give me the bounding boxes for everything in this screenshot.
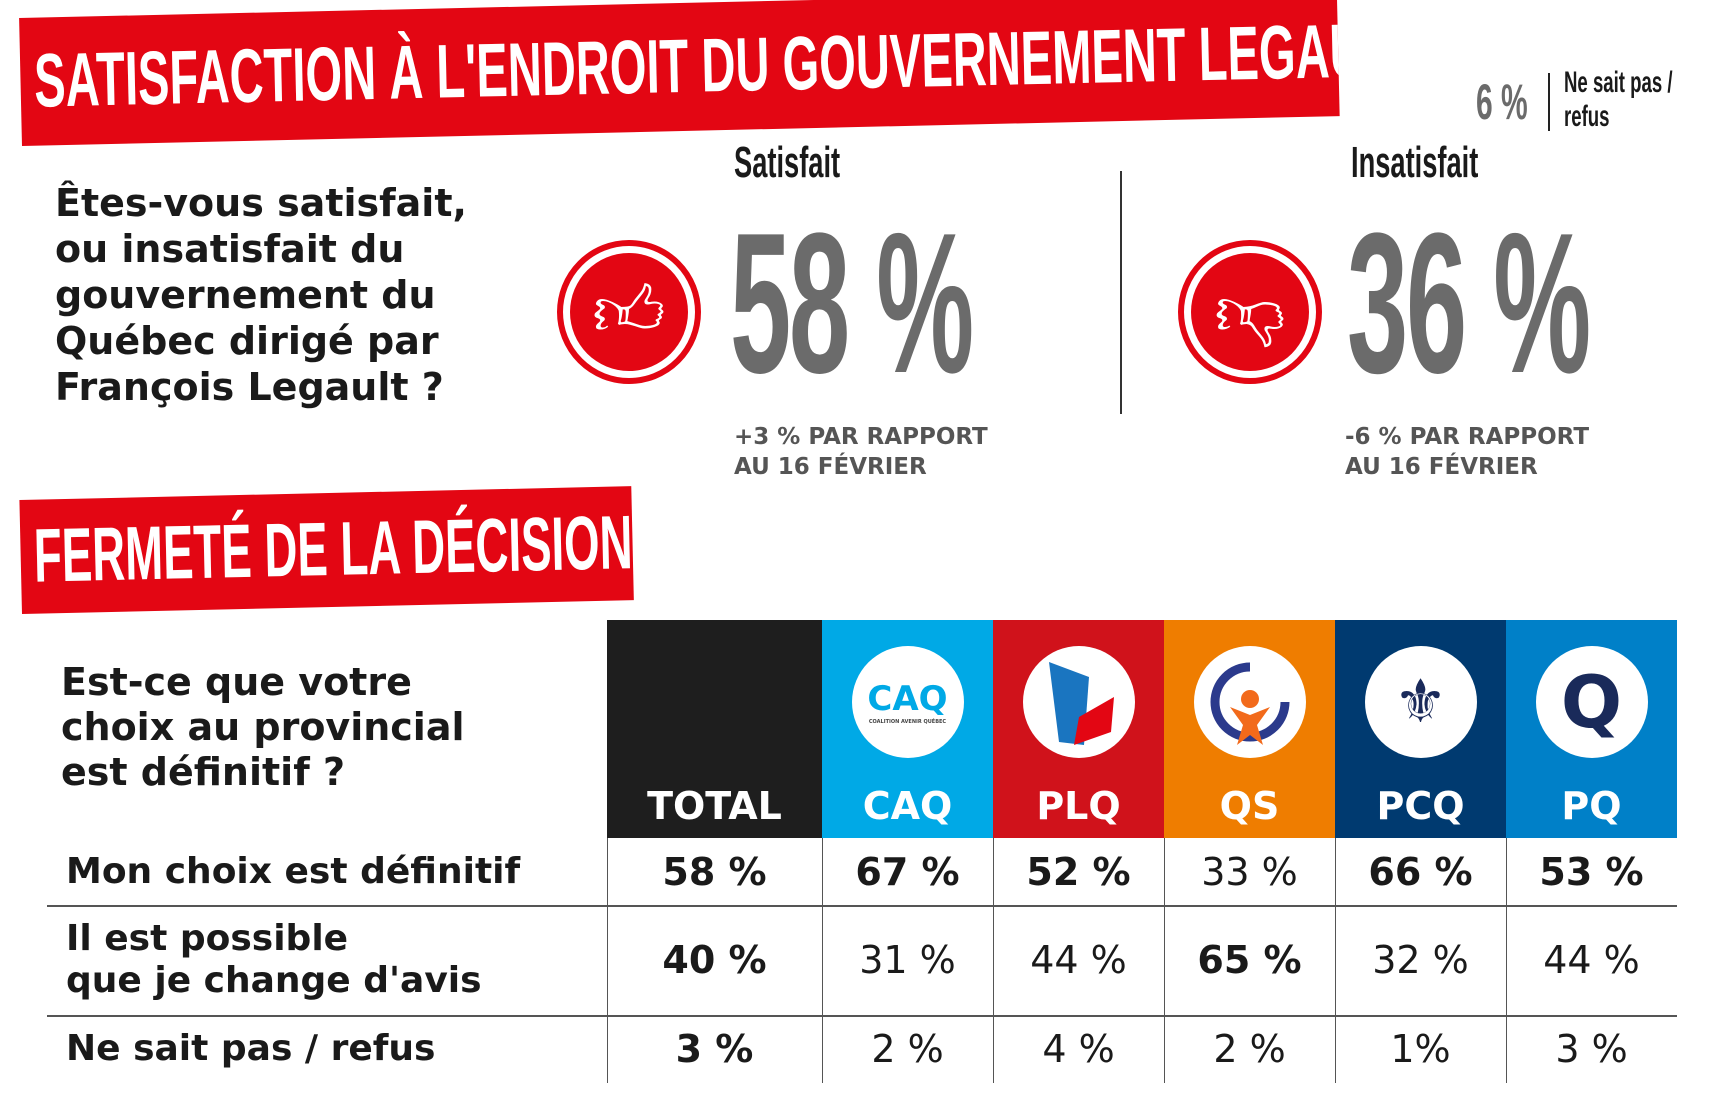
column-label: TOTAL (647, 784, 782, 828)
question-line: est définitif ? (61, 750, 345, 794)
question-line: Québec dirigé par (55, 319, 439, 363)
qs-logo-icon (1193, 646, 1306, 758)
col-divider (1164, 838, 1165, 1083)
table-cell: 65 % (1197, 938, 1302, 982)
section-title: FERMETÉ DE LA DÉCISION (32, 500, 634, 599)
page-title: SATISFACTION À L'ENDROIT DU GOUVERNEMENT… (33, 7, 1340, 124)
column-label: PQ (1561, 784, 1622, 828)
logo-text: CAQ (867, 679, 948, 719)
row-label: Ne sait pas / refus (66, 1028, 435, 1070)
thumbs-up-icon: 👍︎ (557, 240, 701, 384)
question-line: Est-ce que votre (61, 660, 412, 704)
column-total: TOTAL (607, 620, 822, 838)
question-1: Êtes-vous satisfait, ou insatisfait du g… (55, 180, 467, 410)
change-line: AU 16 FÉVRIER (734, 454, 927, 480)
row-label-line: Ne sait pas / refus (66, 1028, 436, 1069)
unsatisfied-change: -6 % PAR RAPPORT AU 16 FÉVRIER (1345, 422, 1589, 482)
column-caq: CAQ COALITION AVENIR QUÉBEC CAQ (822, 620, 993, 838)
column-pq: Q PQ (1506, 620, 1677, 838)
question-line: François Legault ? (55, 365, 444, 409)
divider (1120, 171, 1122, 414)
change-line: AU 16 FÉVRIER (1345, 454, 1538, 480)
pq-logo-icon: Q (1535, 646, 1648, 758)
col-divider (1506, 838, 1507, 1083)
table-cell: 53 % (1539, 849, 1644, 894)
change-line: +3 % PAR RAPPORT (734, 424, 988, 450)
dont-know-stat: 6 % Ne sait pas / refus (1476, 68, 1710, 136)
unsatisfied-label: Insatisfait (1351, 138, 1479, 187)
table-cell: 40 % (662, 938, 767, 982)
table-cell: 32 % (1372, 938, 1469, 982)
row-divider (47, 905, 1677, 907)
column-label: PLQ (1036, 784, 1121, 828)
column-label: PCQ (1376, 784, 1465, 828)
satisfied-label: Satisfait (734, 138, 841, 187)
table-cell: 44 % (1543, 938, 1640, 982)
table-cell: 3 % (1555, 1027, 1628, 1071)
plq-logo-icon (1022, 646, 1135, 758)
unsatisfied-value: 36 % (1347, 192, 1591, 415)
column-label: QS (1219, 784, 1280, 828)
table-cell: 33 % (1201, 849, 1298, 894)
question-line: ou insatisfait du (55, 227, 405, 271)
row-label: Il est possible que je change d'avis (66, 918, 482, 1002)
table-cell: 2 % (871, 1027, 944, 1071)
table-cell: 67 % (855, 849, 960, 894)
column-qs: QS (1164, 620, 1335, 838)
row-label-line: Mon choix est définitif (66, 850, 521, 892)
title-banner: SATISFACTION À L'ENDROIT DU GOUVERNEMENT… (19, 0, 1340, 146)
column-label: CAQ (862, 784, 953, 828)
table-cell: 4 % (1042, 1027, 1115, 1071)
divider (1548, 73, 1550, 131)
row-label-line: que je change d'avis (66, 960, 482, 1001)
col-divider (993, 838, 994, 1083)
table-cell: 44 % (1030, 938, 1127, 982)
table-cell: 58 % (662, 849, 767, 894)
thumbs-down-icon: 👎︎ (1178, 240, 1322, 384)
row-divider (47, 1015, 1677, 1017)
change-line: -6 % PAR RAPPORT (1345, 424, 1590, 450)
logo-subtext: COALITION AVENIR QUÉBEC (868, 719, 947, 725)
question-2: Est-ce que votre choix au provincial est… (61, 660, 465, 795)
table-cell: 1% (1390, 1027, 1451, 1071)
dont-know-value: 6 % (1476, 74, 1528, 130)
col-divider (822, 838, 823, 1083)
section-banner: FERMETÉ DE LA DÉCISION (19, 486, 634, 614)
question-line: Êtes-vous satisfait, (55, 181, 467, 225)
table-cell: 66 % (1368, 849, 1473, 894)
question-line: choix au provincial (61, 705, 465, 749)
table-cell: 2 % (1213, 1027, 1286, 1071)
table-cell: 52 % (1026, 849, 1131, 894)
dont-know-label: Ne sait pas / (1564, 66, 1673, 99)
column-plq: PLQ (993, 620, 1164, 838)
satisfied-value: 58 % (730, 192, 974, 415)
table-cell: 31 % (859, 938, 956, 982)
row-label-line: Il est possible (66, 918, 349, 959)
column-pcq: ⚜ PCQ (1335, 620, 1506, 838)
table-cell: 3 % (675, 1027, 754, 1071)
question-line: gouvernement du (55, 273, 436, 317)
pcq-logo-icon: ⚜ (1364, 646, 1477, 758)
row-label: Mon choix est définitif (66, 851, 520, 893)
dont-know-label-2: refus (1564, 100, 1610, 133)
col-divider (607, 838, 608, 1083)
col-divider (1335, 838, 1336, 1083)
caq-logo-icon: CAQ COALITION AVENIR QUÉBEC (851, 646, 964, 758)
satisfied-change: +3 % PAR RAPPORT AU 16 FÉVRIER (734, 422, 988, 482)
